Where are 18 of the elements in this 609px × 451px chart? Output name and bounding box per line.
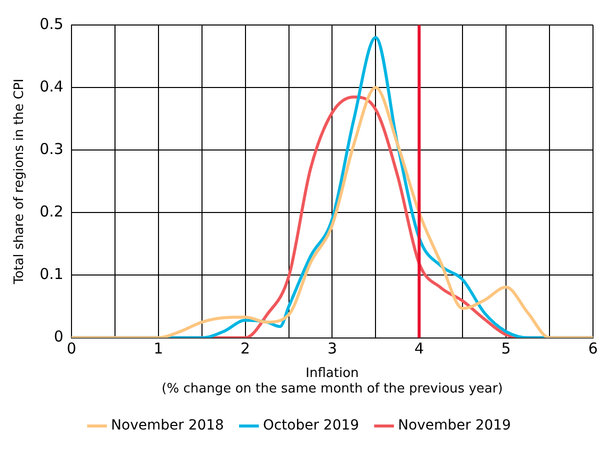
y-tick-label: 0.4 <box>40 77 64 96</box>
x-axis-title: Inflation (% change on the same month of the previous year) <box>162 366 503 397</box>
y-tick-label: 0.2 <box>40 202 64 221</box>
x-tick-label: 0 <box>66 340 76 358</box>
x-tick-label: 1 <box>154 340 164 358</box>
y-tick-label: 0.5 <box>40 14 64 33</box>
y-tick-label: 0 <box>54 328 64 346</box>
x-tick-label: 5 <box>501 340 511 358</box>
x-tick-label: 3 <box>327 340 337 358</box>
y-axis-title: Total share of regions in the CPI <box>12 78 28 286</box>
legend-label: October 2019 <box>262 418 360 434</box>
y-tick-label: 0.3 <box>40 140 64 158</box>
legend-label: November 2018 <box>111 418 224 434</box>
x-tick-label: 2 <box>240 340 250 358</box>
y-tick-label: 0.1 <box>40 265 64 284</box>
x-tick-label: 4 <box>414 340 424 358</box>
legend-label: November 2019 <box>398 418 511 434</box>
x-tick-label: 6 <box>588 340 598 358</box>
